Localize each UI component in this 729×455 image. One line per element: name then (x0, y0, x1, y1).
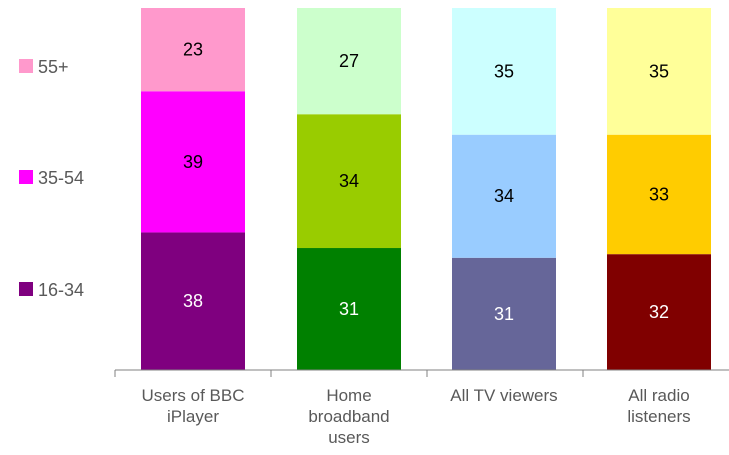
bar-all-radio-listeners-55plus (607, 8, 711, 135)
category-label-all-radio-listeners: All radio listeners (627, 386, 690, 426)
legend-swatch-35-54 (19, 170, 33, 184)
bars: 38 39 23 31 34 27 31 34 35 32 33 35 (141, 8, 711, 370)
data-label-all-tv-viewers-55plus: 35 (494, 61, 514, 81)
category-label-all-tv-viewers: All TV viewers (450, 386, 557, 405)
category-label-users-of-bbc-iplayer: Users of BBC iPlayer (142, 386, 245, 426)
data-label-users-of-bbc-iplayer-35-54: 39 (183, 152, 203, 172)
category-label-home-broadband-users: Home broadband users (308, 386, 389, 447)
bar-all-tv-viewers-16-34 (452, 257, 556, 370)
legend-swatch-16-34 (19, 282, 33, 296)
data-label-all-radio-listeners-16-34: 32 (649, 302, 669, 322)
data-label-users-of-bbc-iplayer-16-34: 38 (183, 291, 203, 311)
legend: 16-34 35-54 55+ (19, 57, 84, 300)
bar-home-broadband-users-35-54 (297, 114, 401, 249)
category-labels: Users of BBC iPlayer Home broadband users All… (142, 386, 691, 447)
data-label-all-radio-listeners-35-54: 33 (649, 184, 669, 204)
bar-users-of-bbc-iplayer-16-34 (141, 232, 245, 370)
data-label-all-radio-listeners-55plus: 35 (649, 61, 669, 81)
legend-swatch-55plus (19, 59, 33, 73)
data-label-all-tv-viewers-35-54: 34 (494, 186, 514, 206)
bar-users-of-bbc-iplayer-35-54 (141, 91, 245, 233)
bar-all-tv-viewers-35-54 (452, 134, 556, 258)
data-label-home-broadband-users-55plus: 27 (339, 51, 359, 71)
bar-home-broadband-users-55plus (297, 8, 401, 115)
data-label-all-tv-viewers-16-34: 31 (494, 304, 514, 324)
legend-label-55plus: 55+ (38, 57, 69, 77)
data-label-home-broadband-users-16-34: 31 (339, 299, 359, 319)
legend-label-16-34: 16-34 (38, 280, 84, 300)
bar-all-tv-viewers-55plus (452, 8, 556, 135)
data-label-home-broadband-users-35-54: 34 (339, 171, 359, 191)
data-label-users-of-bbc-iplayer-55plus: 23 (183, 40, 203, 60)
bar-all-radio-listeners-16-34 (607, 254, 711, 370)
bar-home-broadband-users-16-34 (297, 248, 401, 370)
legend-label-35-54: 35-54 (38, 168, 84, 188)
bar-users-of-bbc-iplayer-55plus (141, 8, 245, 92)
x-axis (114, 369, 729, 377)
bar-all-radio-listeners-35-54 (607, 134, 711, 255)
